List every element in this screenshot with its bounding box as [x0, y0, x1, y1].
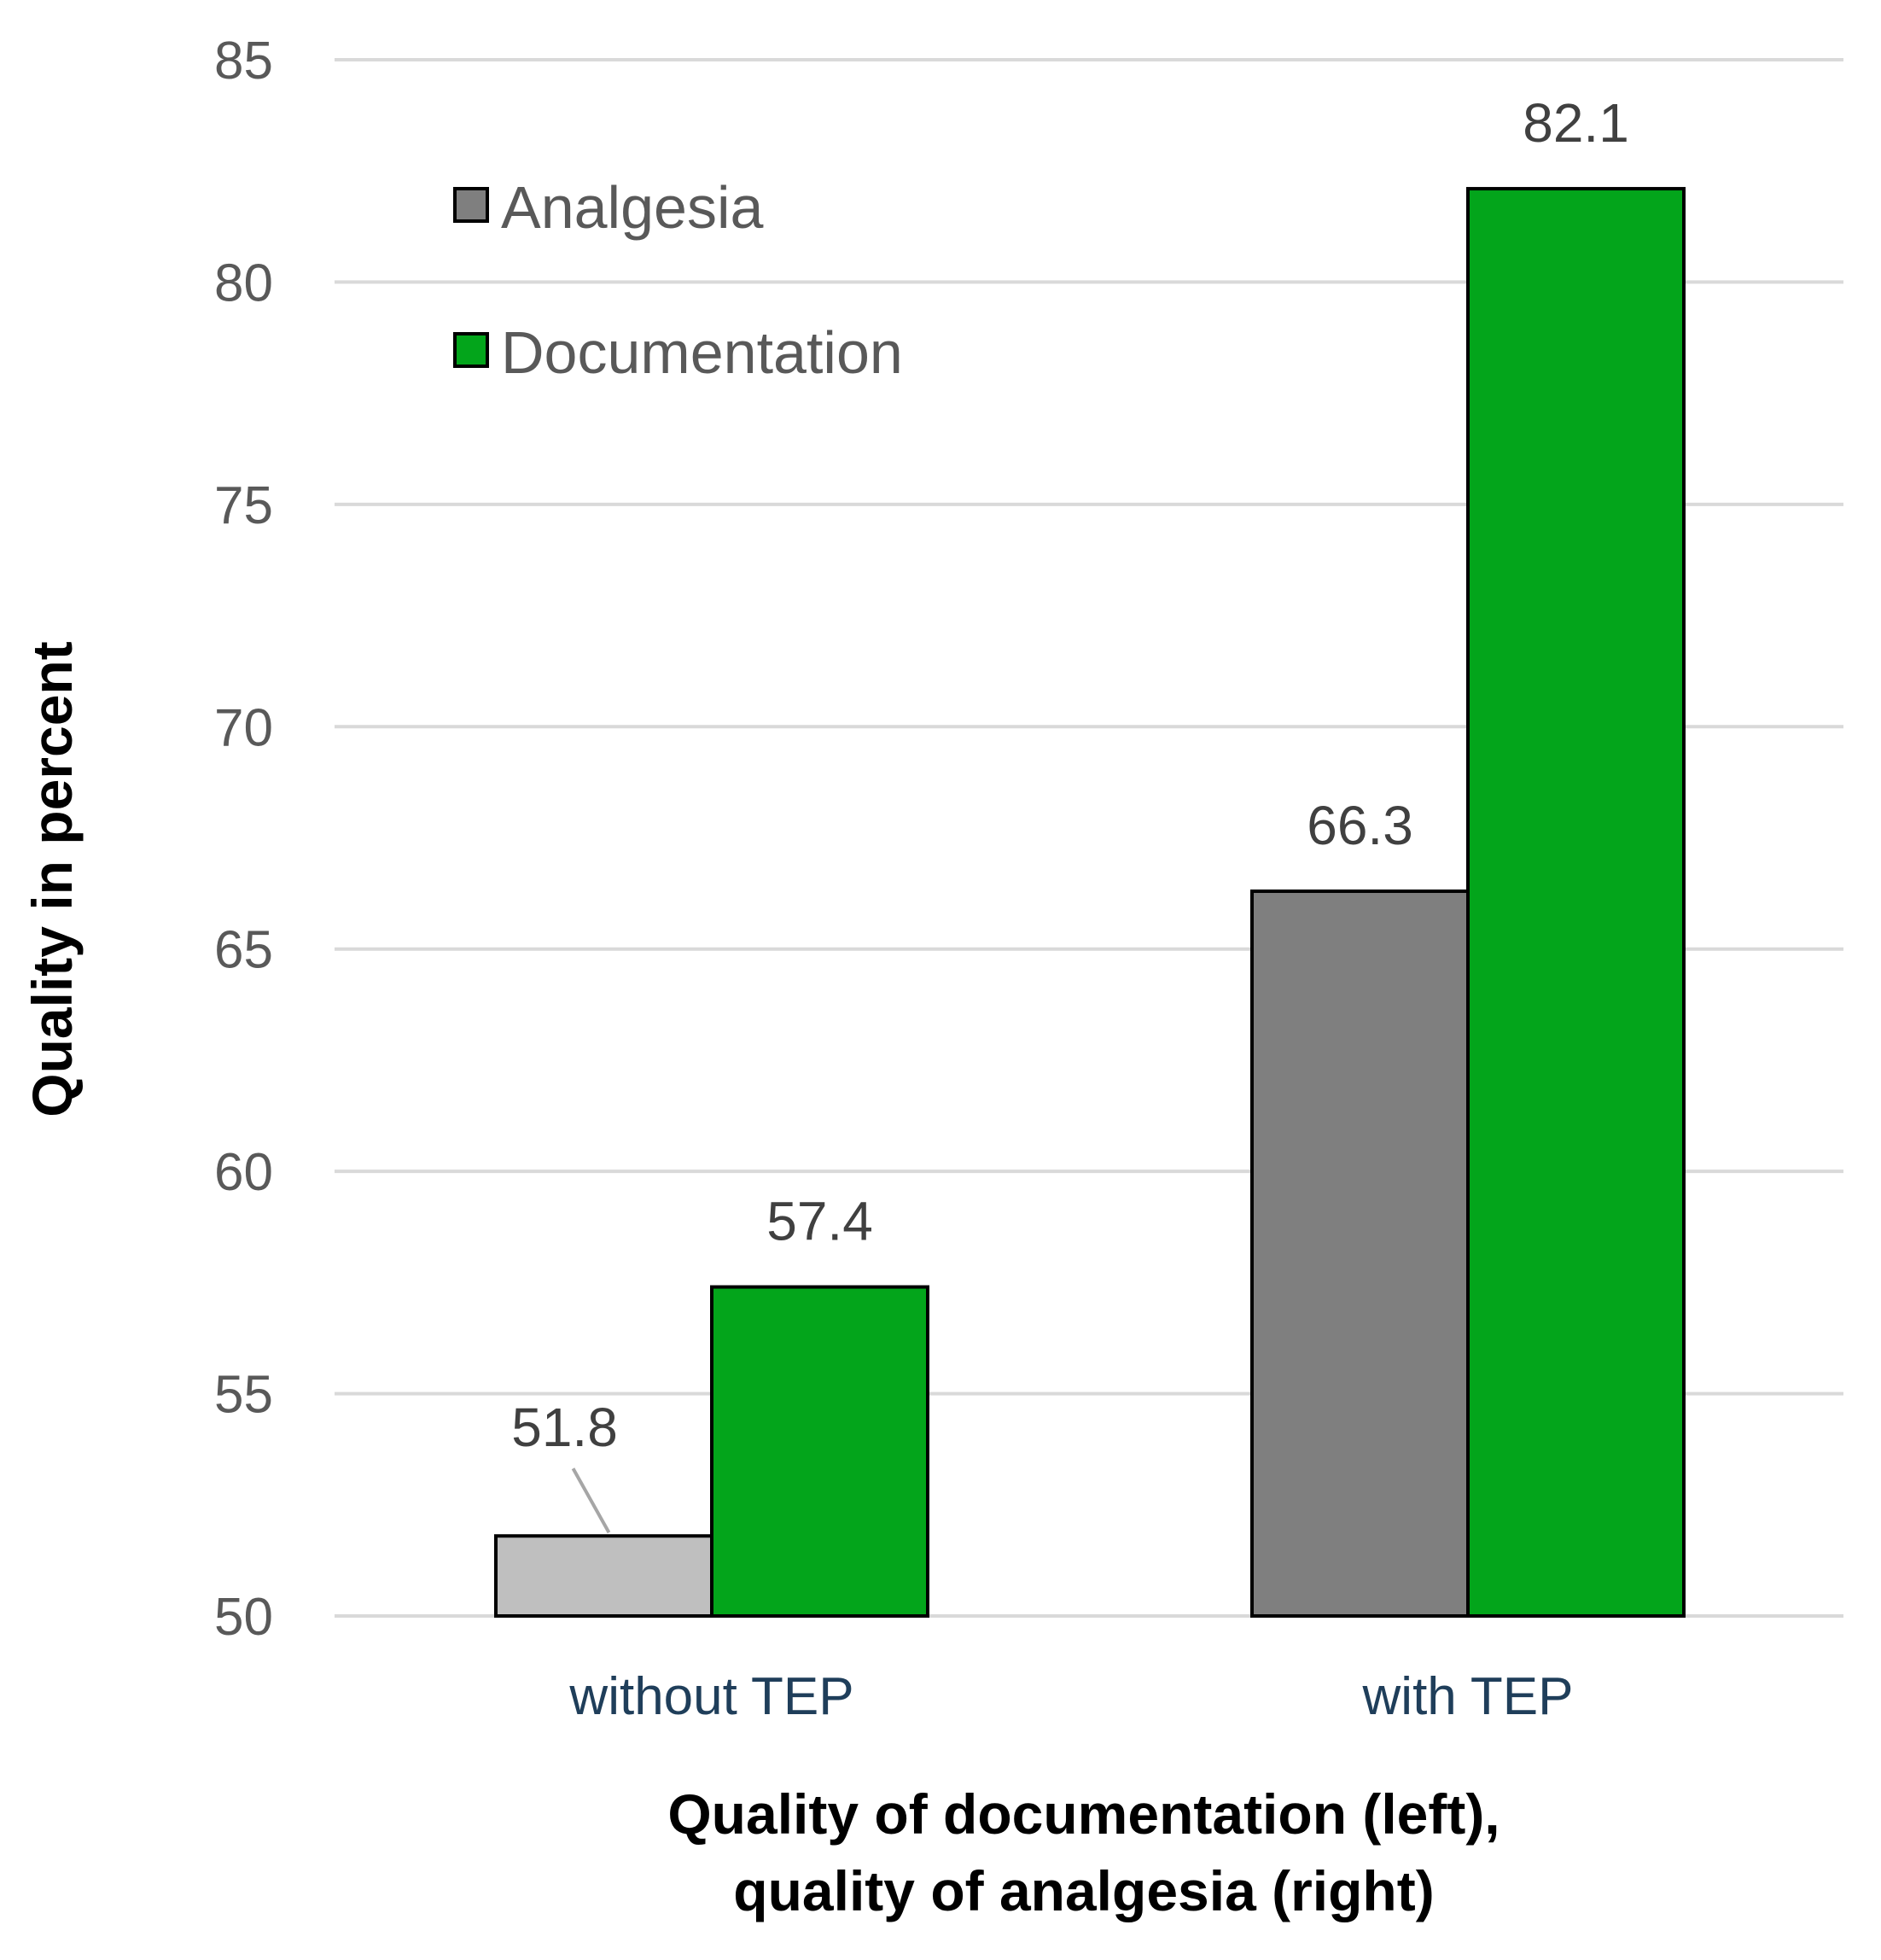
category-labels: without TEP with TEP [568, 1667, 1573, 1726]
bar-analgesia-0 [494, 1534, 713, 1619]
bar-documentation-0 [710, 1285, 929, 1618]
legend: Analgesia Documentation [453, 174, 903, 386]
gridlines [335, 58, 1843, 1618]
data-label-analgesia-1: 66.3 [1307, 795, 1413, 856]
y-tick-label-75: 75 [214, 476, 273, 535]
data-label-documentation-1: 82.1 [1523, 92, 1629, 154]
legend-swatch-analgesia [453, 187, 489, 223]
bar-documentation-1 [1466, 187, 1686, 1618]
legend-label-documentation: Documentation [501, 319, 903, 386]
y-tick-label-50: 50 [214, 1588, 273, 1647]
legend-swatch-documentation [453, 332, 489, 368]
x-category-label-1: with TEP [1362, 1667, 1574, 1726]
y-axis-ticks: 50 55 60 65 70 75 80 85 [214, 32, 273, 1647]
data-label-analgesia-0: 51.8 [511, 1397, 618, 1458]
y-tick-label-55: 55 [214, 1366, 273, 1425]
bar-analgesia-1 [1250, 890, 1470, 1618]
y-tick-label-80: 80 [214, 254, 273, 312]
y-tick-label-85: 85 [214, 32, 273, 90]
data-label-leader-line [571, 1467, 611, 1534]
x-category-label-0: without TEP [568, 1667, 853, 1726]
data-labels: 51.8 57.4 66.3 82.1 [511, 92, 1629, 1534]
y-tick-label-65: 65 [214, 921, 273, 980]
y-tick-label-60: 60 [214, 1143, 273, 1202]
data-label-documentation-0: 57.4 [766, 1191, 873, 1252]
x-axis-title-line-1: Quality of documentation (left), [667, 1782, 1500, 1846]
y-axis-title: Quality in percent [20, 641, 84, 1117]
x-axis-title-line-2: quality of analgesia (right) [733, 1859, 1434, 1922]
y-tick-label-70: 70 [214, 698, 273, 757]
bars [494, 187, 1686, 1619]
legend-label-analgesia: Analgesia [501, 174, 764, 241]
